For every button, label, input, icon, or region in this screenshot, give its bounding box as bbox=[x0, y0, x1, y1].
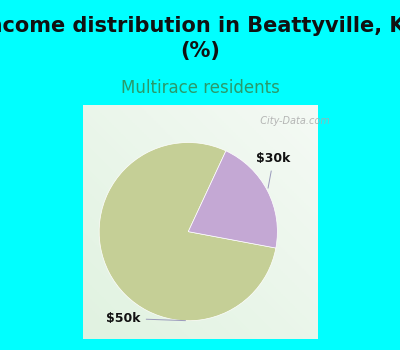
Text: City-Data.com: City-Data.com bbox=[254, 117, 330, 126]
Wedge shape bbox=[99, 142, 276, 321]
Text: $30k: $30k bbox=[256, 153, 291, 188]
Wedge shape bbox=[188, 151, 277, 248]
Text: Multirace residents: Multirace residents bbox=[120, 79, 280, 97]
Text: $50k: $50k bbox=[106, 312, 186, 325]
Text: Income distribution in Beattyville, KY
(%): Income distribution in Beattyville, KY (… bbox=[0, 16, 400, 61]
